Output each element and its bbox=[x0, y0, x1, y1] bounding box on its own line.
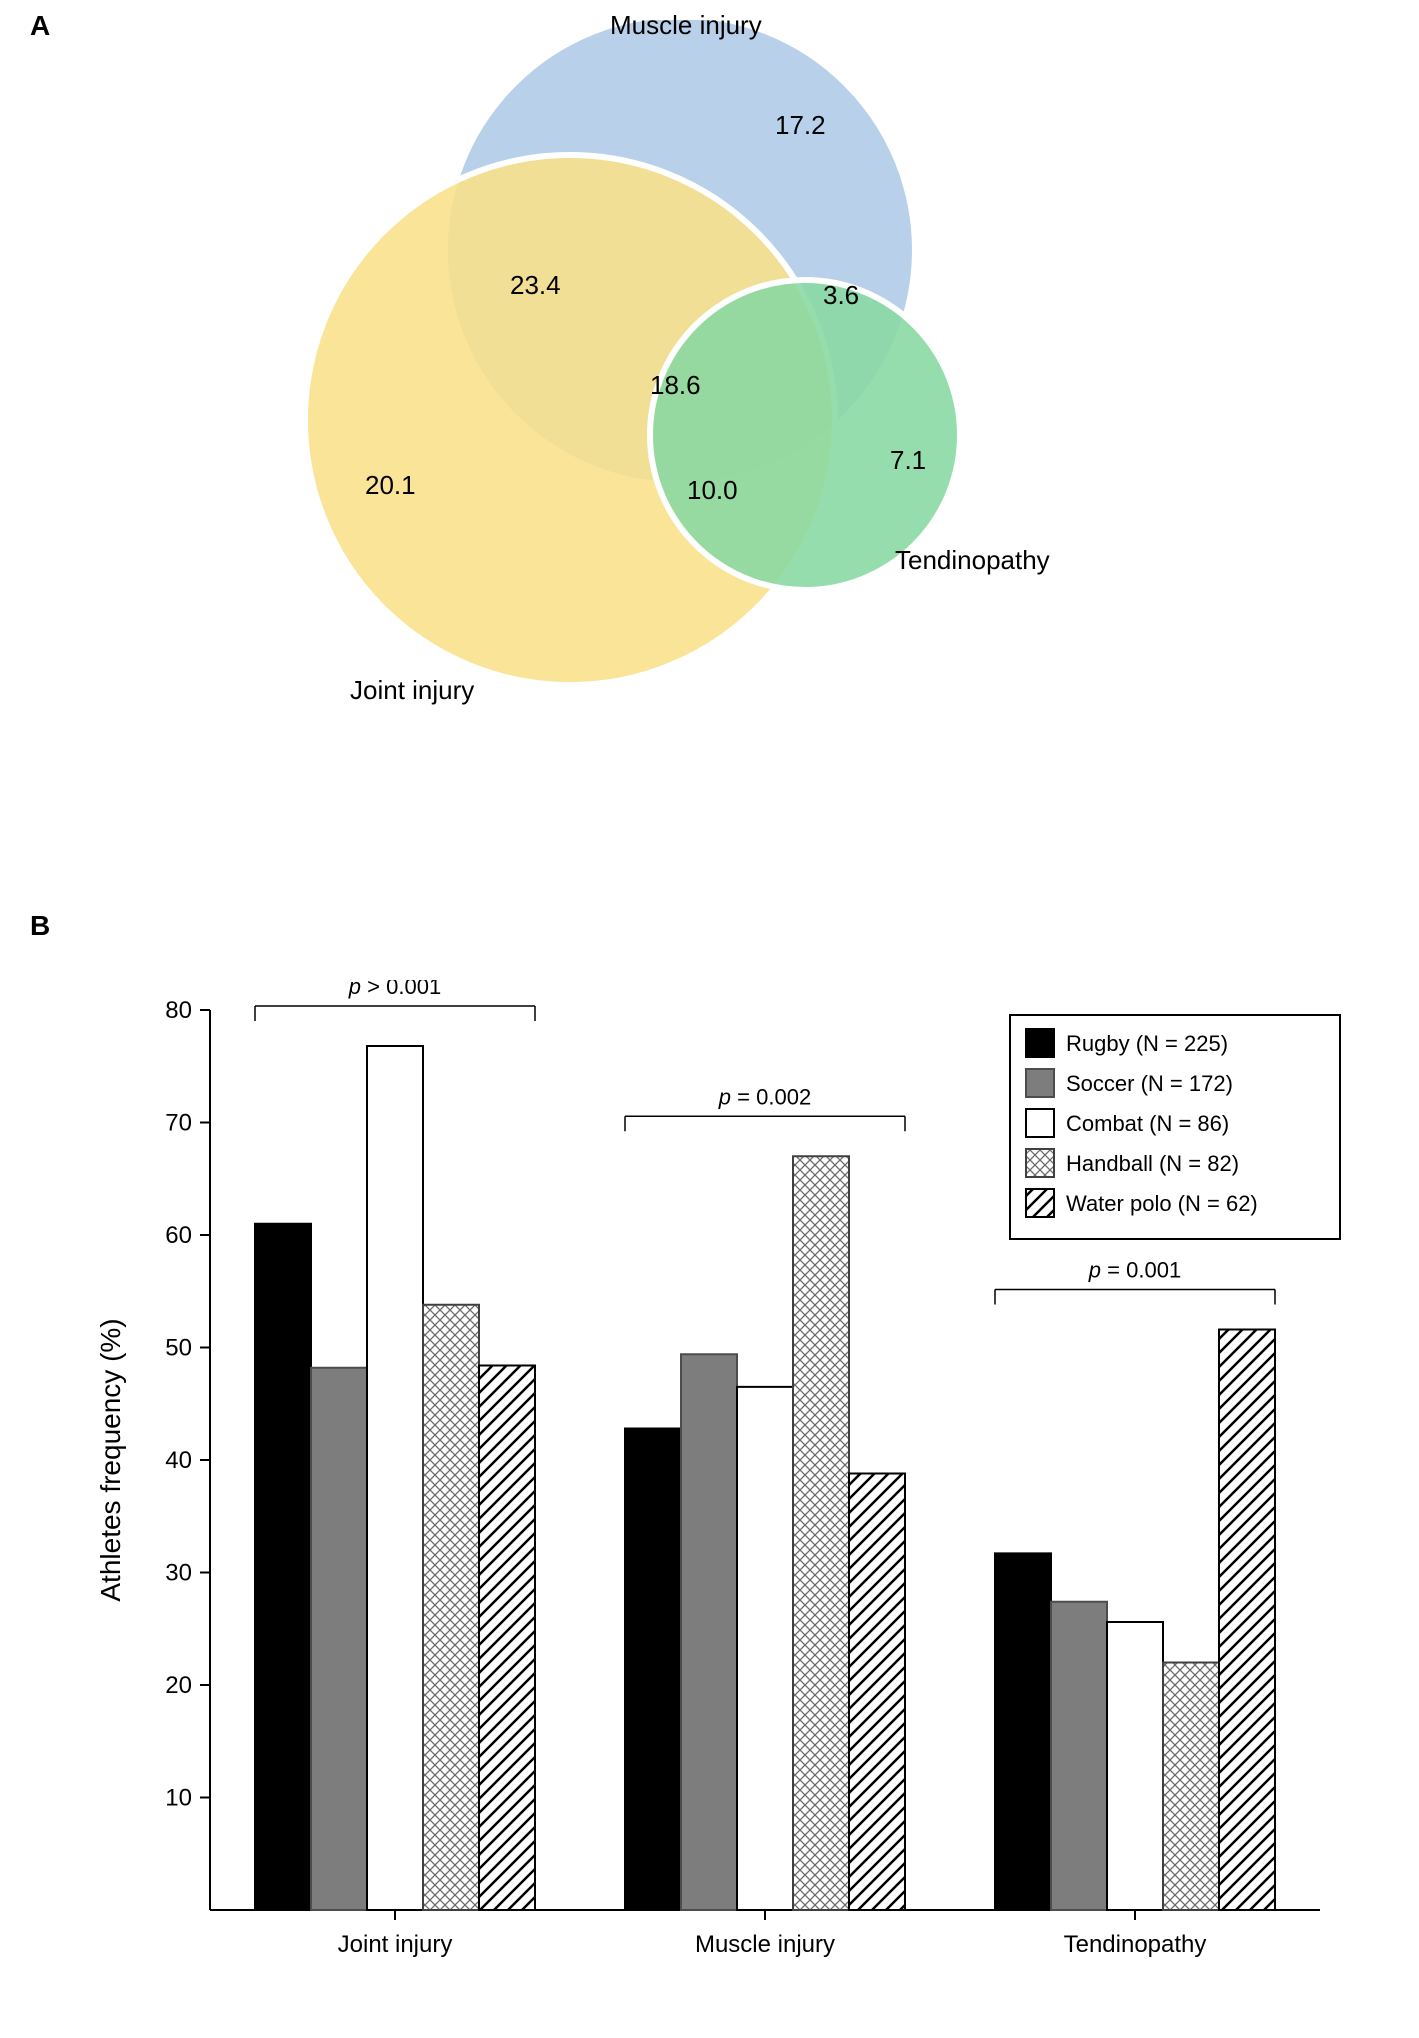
y-tick-label: 10 bbox=[165, 1785, 192, 1812]
y-tick-label: 80 bbox=[165, 997, 192, 1024]
venn-label-tendi: Tendinopathy bbox=[895, 545, 1050, 576]
venn-val-all: 18.6 bbox=[650, 370, 701, 401]
legend-label: Handball (N = 82) bbox=[1066, 1151, 1239, 1176]
bar bbox=[995, 1553, 1051, 1910]
venn-label-muscle: Muscle injury bbox=[610, 10, 762, 41]
legend-swatch bbox=[1026, 1109, 1054, 1137]
bar bbox=[849, 1474, 905, 1911]
legend-swatch bbox=[1026, 1029, 1054, 1057]
venn-label-joint: Joint injury bbox=[350, 675, 474, 706]
legend-label: Water polo (N = 62) bbox=[1066, 1191, 1258, 1216]
y-tick-label: 20 bbox=[165, 1672, 192, 1699]
bar-chart: 10 20 30 40 50 60 70 80 Athletes frequency (%) Jo… bbox=[80, 980, 1360, 1990]
legend-swatch bbox=[1026, 1189, 1054, 1217]
y-tick-label: 50 bbox=[165, 1335, 192, 1362]
venn-val-muscle-joint: 23.4 bbox=[510, 270, 561, 301]
venn-val-joint-only: 20.1 bbox=[365, 470, 416, 501]
bar bbox=[1107, 1622, 1163, 1910]
p-value-label: p = 0.001 bbox=[1088, 1258, 1181, 1283]
venn-circle-tendi bbox=[650, 280, 960, 590]
x-tick-label: Joint injury bbox=[338, 1931, 453, 1958]
p-value-label: p > 0.001 bbox=[348, 980, 441, 999]
y-tick-label: 70 bbox=[165, 1110, 192, 1137]
bar bbox=[793, 1156, 849, 1910]
venn-val-muscle-only: 17.2 bbox=[775, 110, 826, 141]
x-tick-label: Tendinopathy bbox=[1064, 1931, 1207, 1958]
y-tick-label: 30 bbox=[165, 1560, 192, 1587]
y-tick-label: 60 bbox=[165, 1222, 192, 1249]
venn-val-muscle-tendi: 3.6 bbox=[823, 280, 859, 311]
bar bbox=[311, 1368, 367, 1910]
bar bbox=[1163, 1663, 1219, 1911]
y-axis-label: Athletes frequency (%) bbox=[95, 1318, 126, 1601]
bar bbox=[737, 1387, 793, 1910]
venn-diagram: Muscle injury Joint injury Tendinopathy … bbox=[230, 20, 1130, 740]
bar bbox=[367, 1046, 423, 1910]
bar bbox=[625, 1429, 681, 1911]
legend-label: Rugby (N = 225) bbox=[1066, 1031, 1228, 1056]
legend-swatch bbox=[1026, 1149, 1054, 1177]
y-tick-label: 40 bbox=[165, 1447, 192, 1474]
bar bbox=[423, 1305, 479, 1910]
legend-label: Soccer (N = 172) bbox=[1066, 1071, 1233, 1096]
panel-label-b: B bbox=[30, 910, 50, 942]
bar bbox=[479, 1366, 535, 1911]
bar bbox=[1051, 1602, 1107, 1910]
x-tick-label: Muscle injury bbox=[695, 1931, 835, 1958]
venn-val-joint-tendi: 10.0 bbox=[687, 475, 738, 506]
legend-label: Combat (N = 86) bbox=[1066, 1111, 1229, 1136]
venn-val-tendi-only: 7.1 bbox=[890, 445, 926, 476]
bar bbox=[1219, 1330, 1275, 1911]
p-value-label: p = 0.002 bbox=[718, 1084, 811, 1109]
legend-swatch bbox=[1026, 1069, 1054, 1097]
bar-svg: 10 20 30 40 50 60 70 80 Athletes frequency (%) Jo… bbox=[80, 980, 1360, 1990]
bar bbox=[255, 1224, 311, 1910]
bar bbox=[681, 1354, 737, 1910]
panel-label-a: A bbox=[30, 10, 50, 42]
